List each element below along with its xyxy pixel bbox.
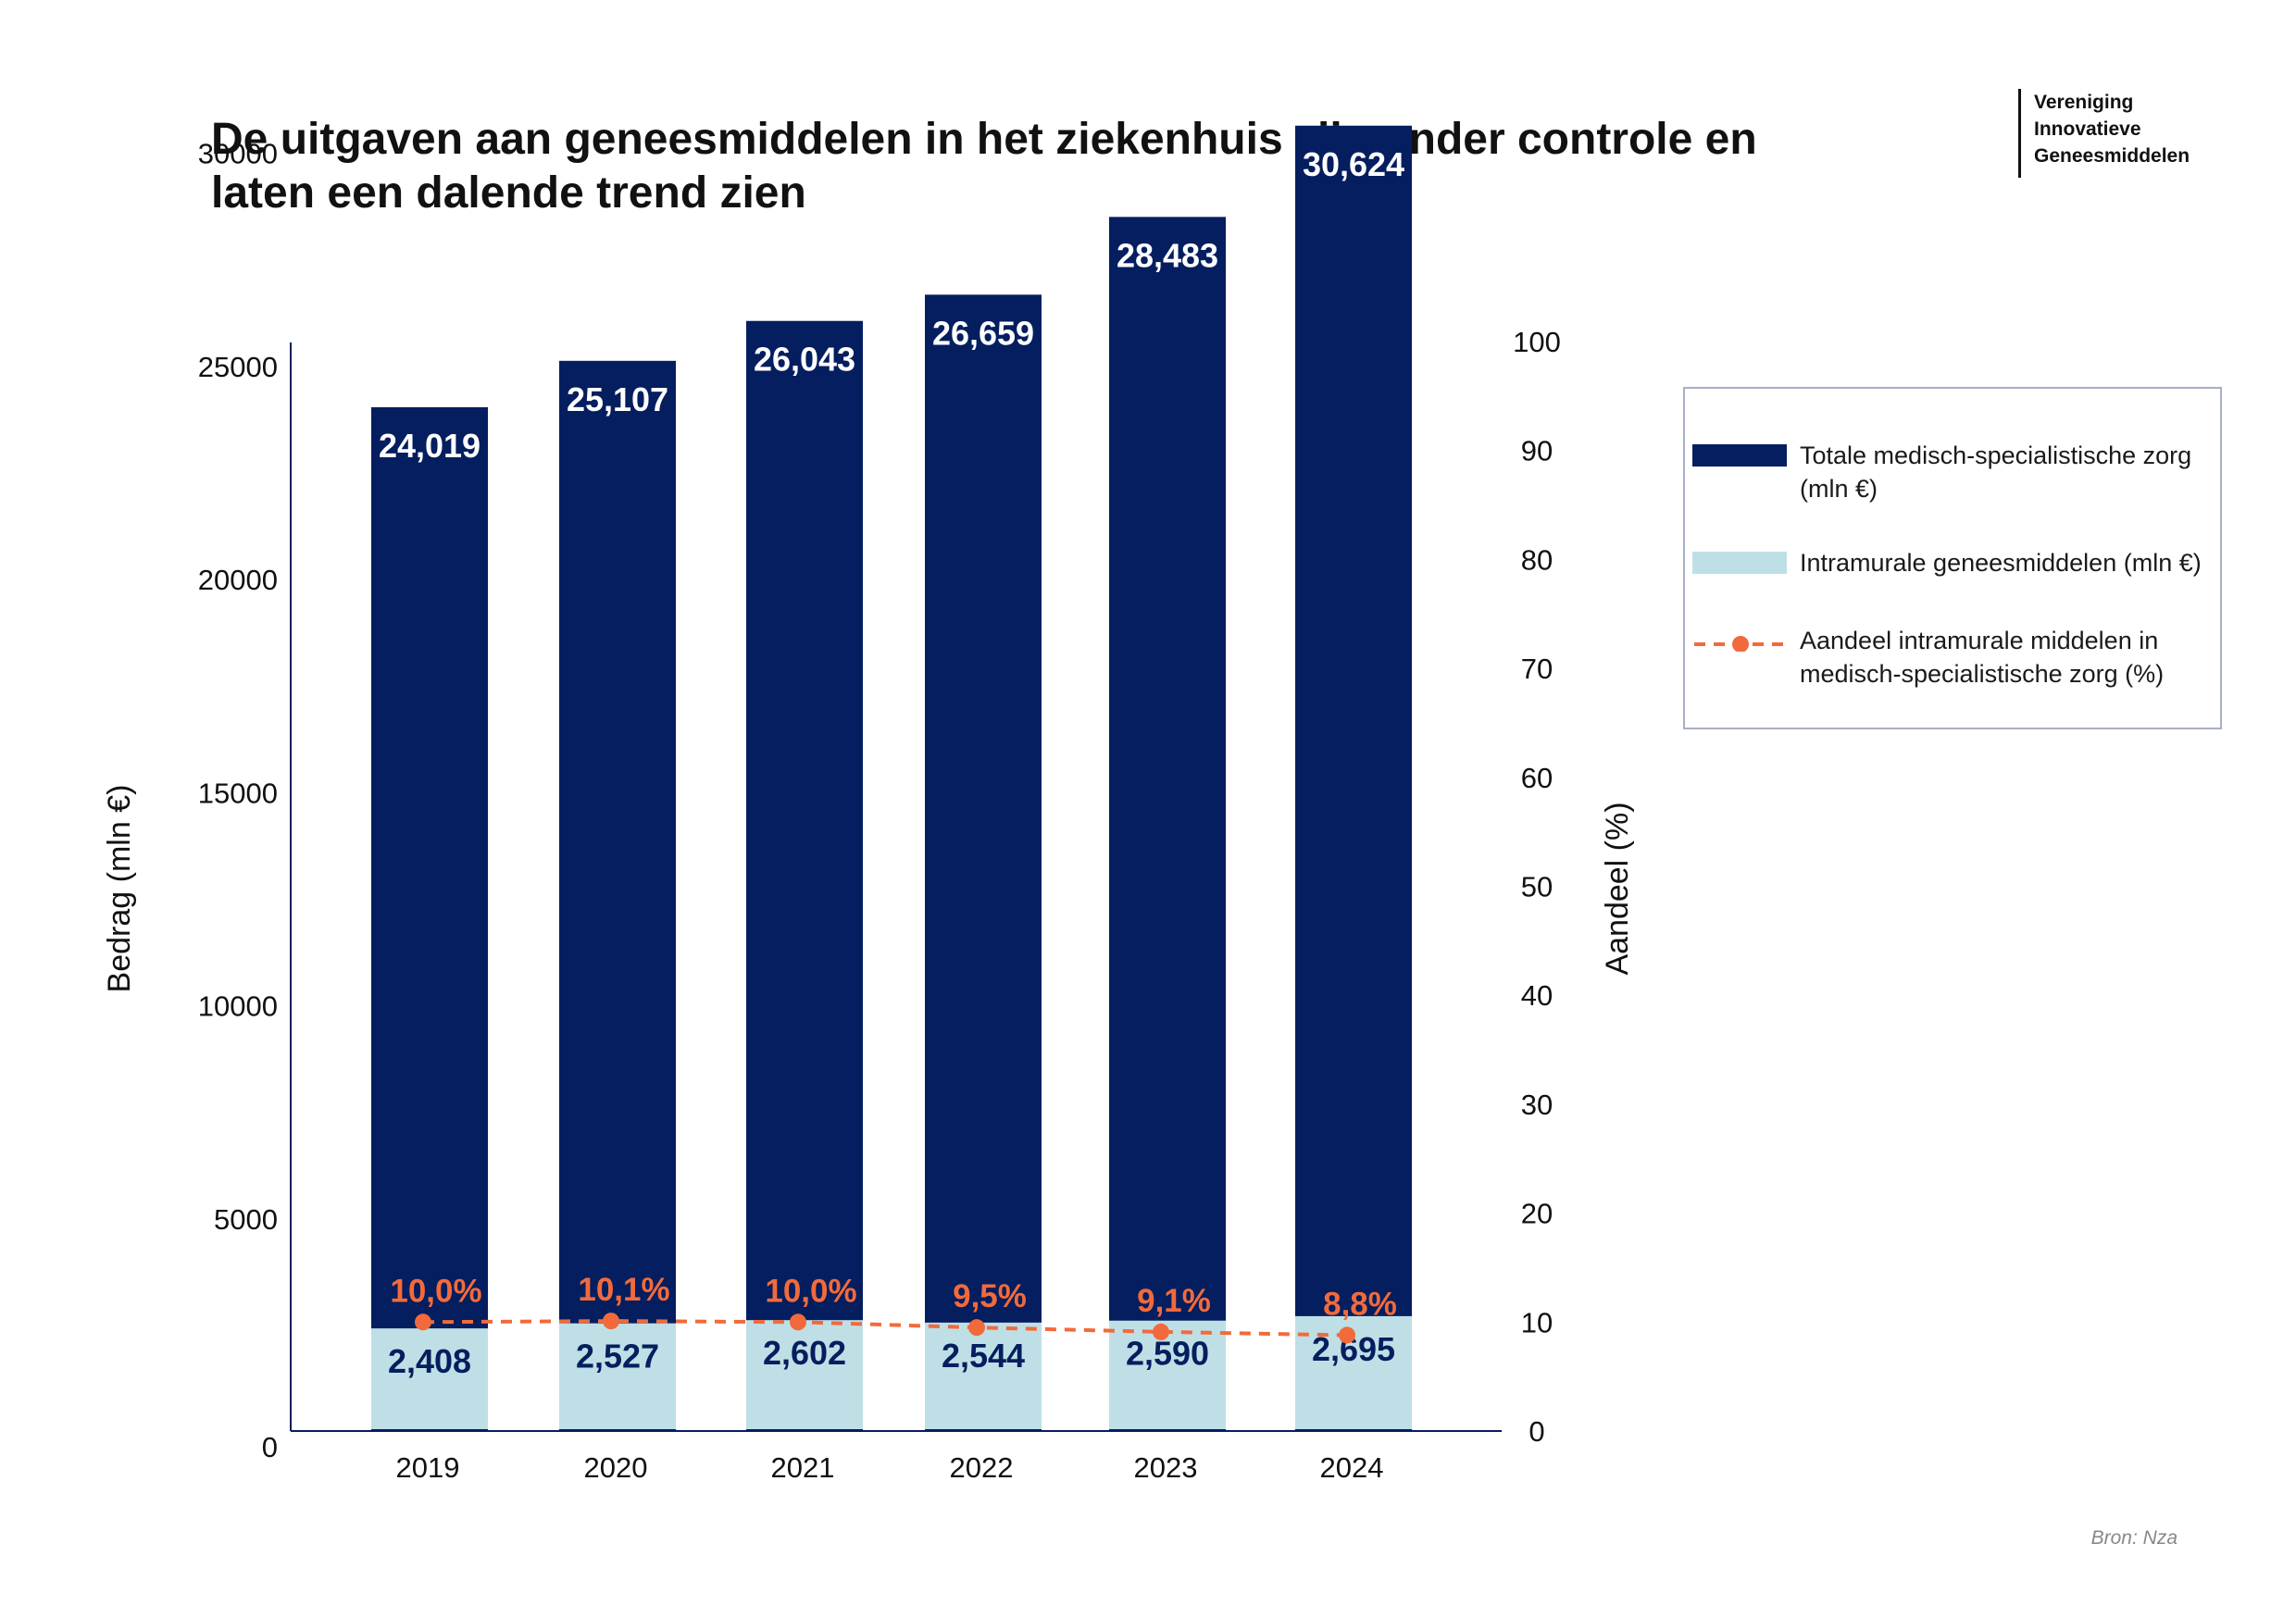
share-point-2023 [1153, 1323, 1169, 1340]
y2-tick-80: 80 [1521, 543, 1553, 576]
y-tick-25000: 25000 [198, 351, 278, 383]
y-tick-10000: 10000 [198, 990, 278, 1023]
y-tick-15000: 15000 [198, 777, 278, 809]
x-tick-2023: 2023 [1134, 1451, 1198, 1484]
label-total-2020: 25,107 [567, 380, 668, 418]
y2-tick-90: 90 [1521, 435, 1553, 467]
y2-tick-20: 20 [1521, 1198, 1553, 1230]
x-tick-2024: 2024 [1320, 1451, 1384, 1484]
legend-swatch-share [1694, 636, 1787, 652]
y2-tick-0: 0 [1529, 1415, 1544, 1448]
bar-total-2019 [371, 406, 488, 1431]
label-intramural-2023: 2,590 [1126, 1335, 1209, 1373]
bar-intramural-2019 [371, 1328, 488, 1429]
logo-line-2: Innovatieve [2034, 118, 2141, 140]
share-line-path [422, 1319, 1348, 1338]
bar-intramural-2023 [1109, 1320, 1226, 1429]
y2-tick-50: 50 [1521, 871, 1553, 903]
share-label-2022: 9,5% [953, 1278, 1027, 1314]
y2-tick-70: 70 [1521, 653, 1553, 685]
share-label-2024: 8,8% [1323, 1286, 1397, 1322]
y2-tick-10: 10 [1521, 1306, 1553, 1338]
series-intramural-labels: 2,408 2,527 2,602 2,544 2,590 2,695 [388, 1330, 1395, 1380]
label-intramural-2019: 2,408 [388, 1342, 471, 1380]
y2-tick-60: 60 [1521, 762, 1553, 794]
chart-title: De uitgaven aan geneesmiddelen in het zi… [211, 115, 1757, 218]
bar-total-2023 [1109, 217, 1226, 1431]
label-total-2021: 26,043 [754, 341, 855, 379]
bar-total-2022 [925, 294, 1042, 1432]
series-intramural-bars [371, 1315, 1412, 1429]
share-label-2019: 10,0% [390, 1273, 481, 1309]
y-axis-label: Bedrag (mln €) [102, 785, 137, 993]
bar-total-2020 [559, 360, 676, 1432]
share-point-2020 [603, 1313, 619, 1330]
share-label-2021: 10,0% [765, 1273, 856, 1309]
share-point-2022 [968, 1319, 985, 1337]
x-tick-2022: 2022 [950, 1451, 1014, 1484]
share-point-2024 [1339, 1326, 1355, 1344]
share-point-2021 [790, 1313, 806, 1331]
bar-total-2024 [1295, 125, 1412, 1432]
bar-intramural-2022 [925, 1322, 1042, 1429]
share-point-2019 [415, 1313, 431, 1331]
label-intramural-2021: 2,602 [763, 1334, 846, 1372]
series-total-bars [371, 125, 1412, 1432]
logo-line-3: Geneesmiddelen [2034, 145, 2190, 167]
legend-label-total: Totale medisch-specialistische zorg (mln… [1800, 442, 2192, 503]
x-tick-2020: 2020 [584, 1451, 648, 1484]
x-tick-2019: 2019 [396, 1451, 460, 1484]
bar-intramural-2021 [746, 1320, 863, 1429]
legend-swatch-intramural [1692, 552, 1787, 574]
vig-logo: Vereniging Innovatieve Geneesmiddelen [2018, 89, 2190, 178]
label-intramural-2020: 2,527 [576, 1338, 659, 1375]
share-label-2020: 10,1% [578, 1272, 669, 1308]
legend-label-share: Aandeel intramurale middelen in medisch-… [1800, 627, 2165, 688]
y2-tick-30: 30 [1521, 1089, 1553, 1121]
legend-label-intramural: Intramurale geneesmiddelen (mln €) [1800, 549, 2202, 577]
legend: Totale medisch-specialistische zorg (mln… [1683, 387, 2222, 729]
series-total-labels: 24,019 25,107 26,043 26,659 28,483 30,624 [379, 145, 1404, 465]
source-note: Bron: Nza [2090, 1527, 2177, 1549]
label-total-2022: 26,659 [932, 314, 1034, 352]
y2-tick-100: 100 [1513, 326, 1561, 358]
label-total-2024: 30,624 [1303, 145, 1404, 183]
share-label-2023: 9,1% [1137, 1283, 1211, 1319]
series-share-line: 10,0% 10,1% 10,0% 9,5% 9,1% 8,8% [390, 1272, 1397, 1344]
y2-axis-label: Aandeel (%) [1600, 802, 1635, 975]
y-tick-0: 0 [262, 1431, 278, 1463]
bar-total-2021 [746, 320, 863, 1431]
label-total-2019: 24,019 [379, 427, 480, 465]
y2-tick-40: 40 [1521, 979, 1553, 1012]
legend-swatch-total [1692, 444, 1787, 467]
y-tick-30000: 30000 [198, 138, 278, 170]
bar-intramural-2020 [559, 1323, 676, 1429]
x-tick-2021: 2021 [771, 1451, 835, 1484]
y-tick-20000: 20000 [198, 564, 278, 596]
label-total-2023: 28,483 [1117, 236, 1218, 274]
label-intramural-2022: 2,544 [942, 1337, 1025, 1375]
y-tick-5000: 5000 [214, 1203, 278, 1236]
logo-line-1: Vereniging [2034, 92, 2134, 113]
axes: 2019 2020 2021 2022 2023 2024 0 5000 10000 15000 2… [198, 138, 1561, 1485]
